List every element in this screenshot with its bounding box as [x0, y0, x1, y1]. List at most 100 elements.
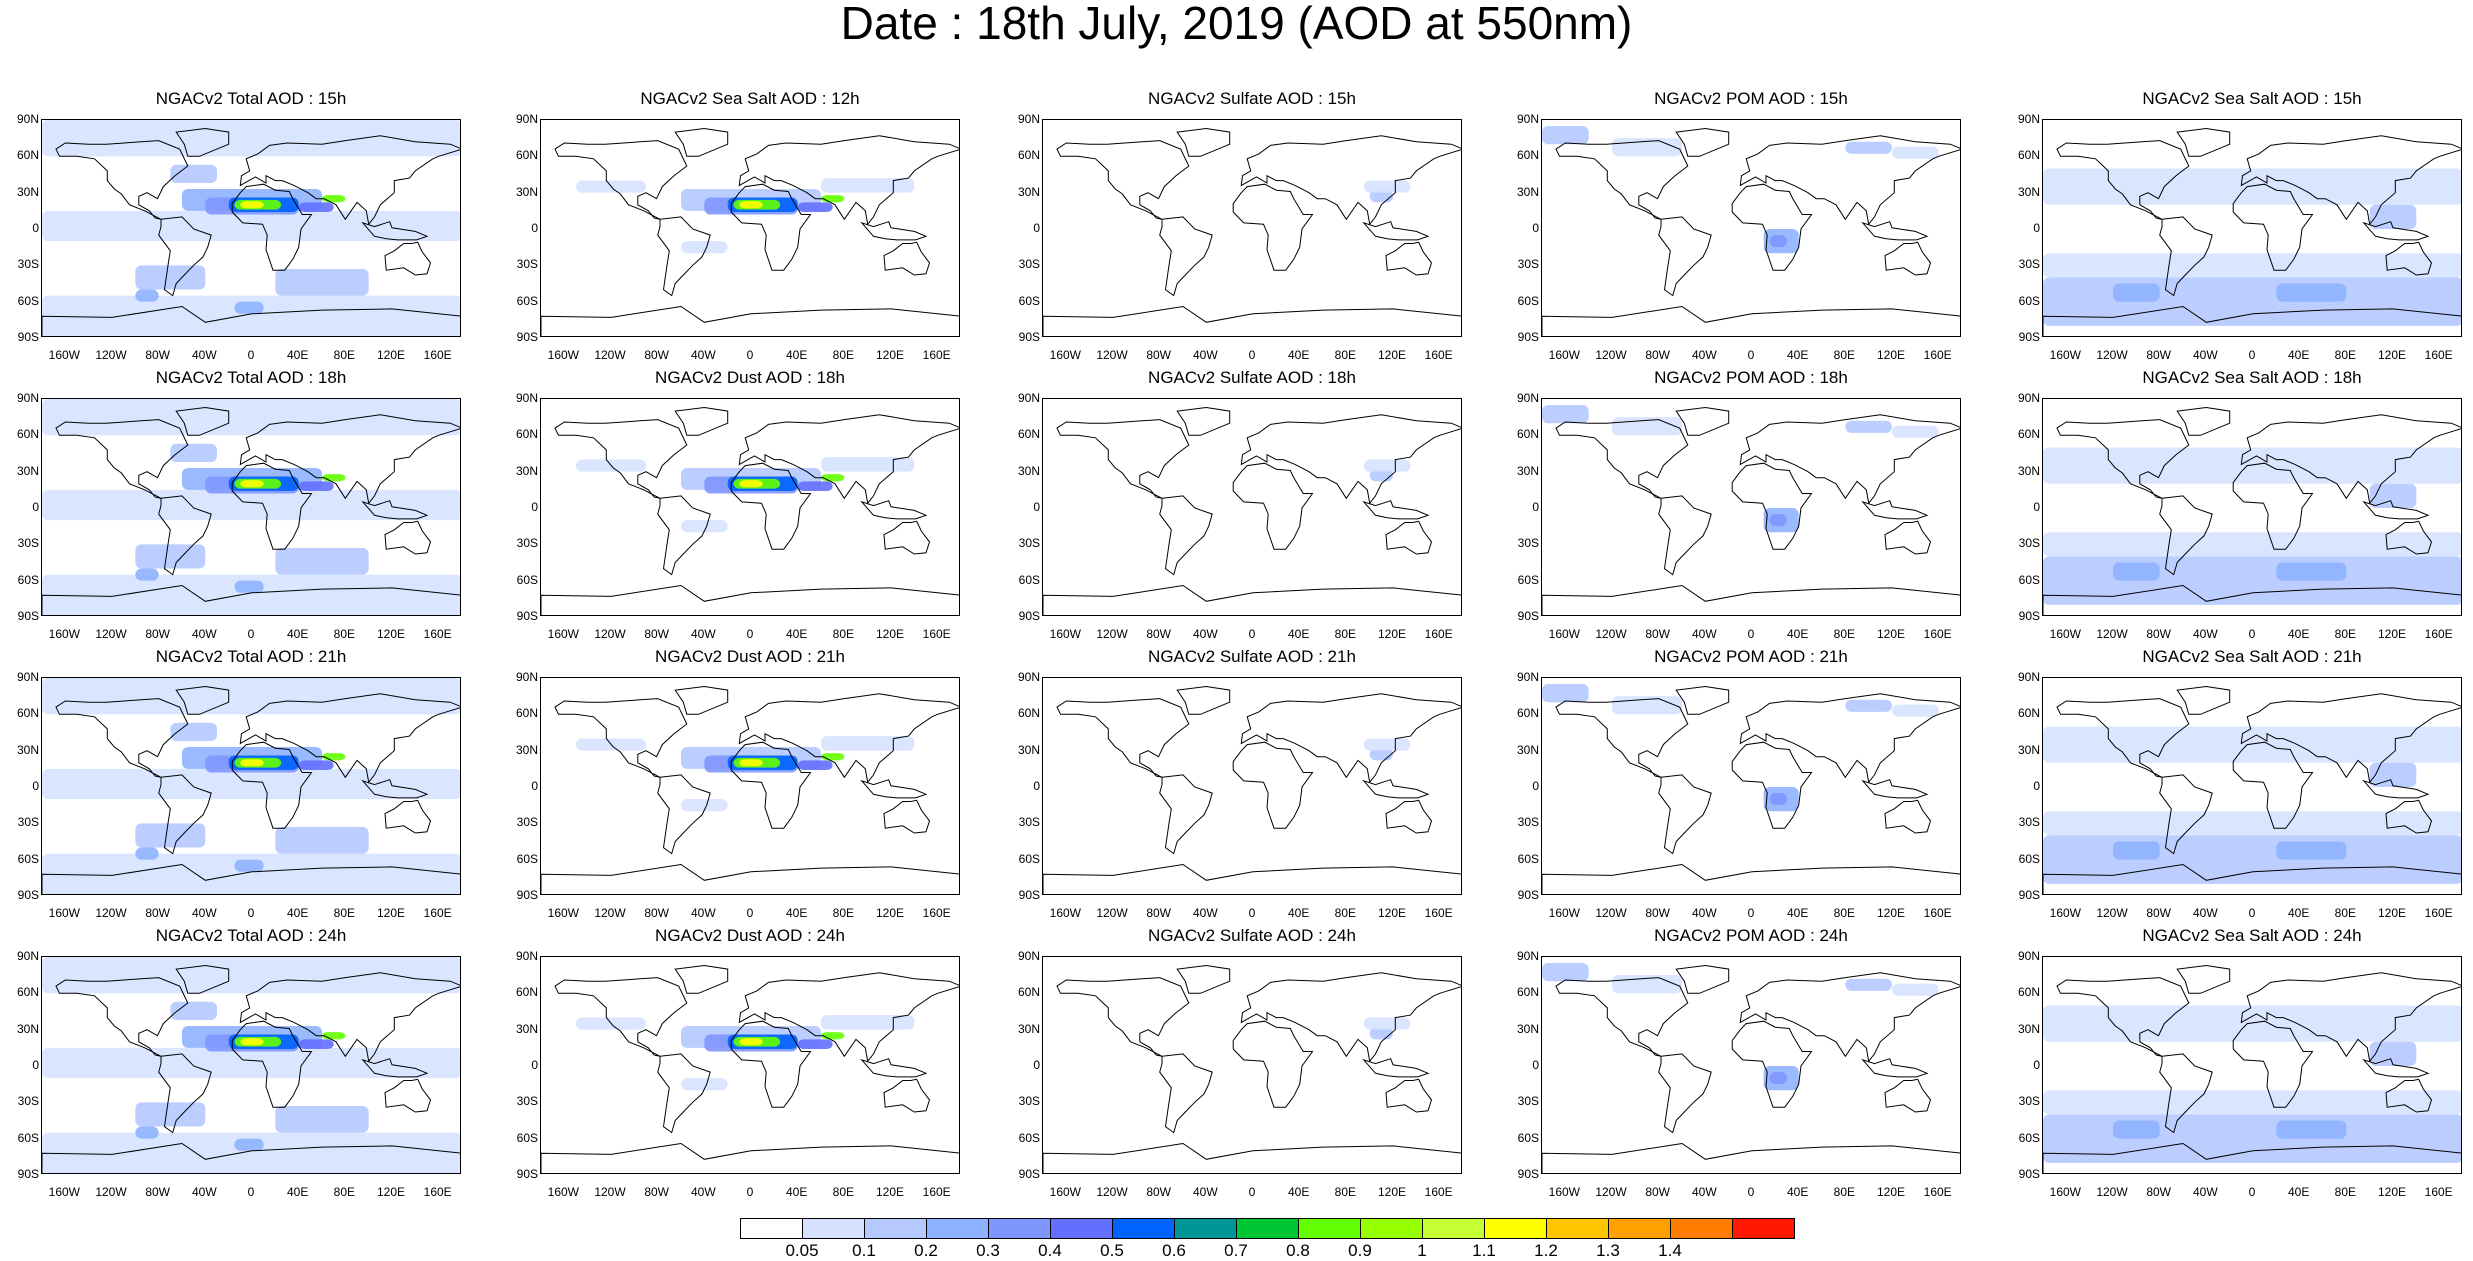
lat-tick-label: 90S: [1517, 888, 1539, 902]
coastline: [2232, 741, 2314, 829]
lon-tick-label: 80W: [145, 627, 170, 641]
lat-tick-label: 30N: [1017, 742, 1040, 757]
aod-field: [322, 474, 346, 482]
aod-field: [821, 1032, 845, 1040]
aod-field: [681, 520, 728, 533]
lon-tick-label: 80E: [1334, 906, 1356, 920]
lon-tick-label: 120E: [1377, 1185, 1407, 1199]
lon-tick-label: 120W: [2096, 1185, 2128, 1199]
lon-tick-label: 160E: [1923, 348, 1952, 362]
lon-tick-label: 80E: [333, 627, 355, 641]
panel-title: NGACv2 Sea Salt AOD : 12h: [640, 89, 860, 108]
aod-field: [2113, 841, 2160, 860]
lon-tick-label: 160W: [48, 627, 80, 641]
lat-tick-label: 60N: [16, 706, 39, 721]
lon-tick-label: 80E: [333, 348, 355, 362]
lat-tick-label: 60S: [1517, 293, 1539, 308]
colorbar-segment: [1236, 1218, 1299, 1239]
lon-tick-label: 160W: [2049, 1185, 2081, 1199]
panel-title: NGACv2 Dust AOD : 24h: [655, 926, 845, 945]
coastline: [175, 964, 230, 994]
map-panel: NGACv2 Total AOD : 21h 90N 60N 30N 0 30S 60S 90…: [17, 647, 461, 919]
lon-tick-label: 80E: [2334, 627, 2356, 641]
coastline: [1731, 462, 1813, 550]
colorbar-segment: [926, 1218, 989, 1239]
lon-tick-label: 0: [2248, 348, 2256, 362]
map-panel: NGACv2 Dust AOD : 18h 90N 60N 30N 0 30S 60S 90S…: [516, 368, 960, 640]
aod-field: [821, 1015, 915, 1030]
lon-tick-label: 120W: [1096, 348, 1128, 362]
map-canvas: [42, 957, 460, 1173]
map-plot: [540, 398, 960, 616]
map-panel: NGACv2 Sea Salt AOD : 15h 90N 60N 30N 0 30S 60…: [2018, 89, 2462, 361]
aod-field: [322, 195, 346, 203]
aod-field: [681, 799, 728, 812]
coastline: [1555, 140, 1689, 220]
map-panel: NGACv2 Sea Salt AOD : 18h 90N 60N 30N 0 30S 60…: [2018, 368, 2462, 640]
lon-tick-label: 120W: [2096, 906, 2128, 920]
map-plot: [540, 677, 960, 895]
coastline: [1861, 1058, 1929, 1078]
lat-tick-label: 60N: [1017, 985, 1040, 1000]
aod-field: [234, 301, 264, 314]
lat-tick-label: 90S: [1018, 609, 1040, 623]
aod-field: [739, 759, 763, 767]
lat-tick-label: 30N: [1516, 184, 1539, 199]
aod-field: [42, 574, 460, 615]
lat-tick-label: 30N: [1017, 463, 1040, 478]
lat-tick-label: 60N: [1516, 706, 1539, 721]
lon-tick-label: 160W: [2049, 627, 2081, 641]
lon-tick-label: 120E: [2377, 627, 2407, 641]
lon-tick-label: 0: [1248, 1185, 1256, 1199]
lon-tick-label: 160E: [1424, 906, 1453, 920]
coastline: [657, 216, 711, 297]
aod-field: [1542, 126, 1589, 145]
coastline: [1385, 799, 1433, 834]
coastline: [1675, 685, 1730, 715]
map-plot: [1541, 398, 1961, 616]
coastline: [1739, 414, 1960, 505]
lat-tick-label: 60N: [1017, 148, 1040, 163]
colorbar-label: 1.4: [1658, 1241, 1682, 1260]
coastline: [2362, 221, 2430, 241]
aod-field: [2276, 1120, 2347, 1139]
aod-field: [322, 753, 346, 761]
lon-tick-label: 40E: [1786, 627, 1809, 641]
lon-tick-label: 40W: [1691, 1185, 1717, 1199]
coastline: [1884, 520, 1932, 555]
coastline: [1159, 216, 1213, 297]
coastline: [42, 1142, 460, 1173]
map-canvas: [541, 685, 959, 894]
aod-field: [1769, 235, 1787, 248]
coastline: [1884, 799, 1932, 834]
lon-tick-label: 160W: [1548, 627, 1580, 641]
coastline: [231, 462, 313, 550]
map-canvas: [1043, 964, 1461, 1173]
aod-field: [135, 568, 159, 581]
aod-field: [681, 241, 728, 254]
aod-field: [2043, 726, 2461, 763]
lat-tick-label: 30S: [1517, 1094, 1539, 1109]
coastline: [1240, 972, 1461, 1063]
map-canvas: [1542, 405, 1960, 615]
coastline: [674, 964, 729, 994]
lat-tick-label: 90N: [1516, 391, 1539, 405]
aod-field: [42, 853, 460, 894]
coastline: [1043, 305, 1461, 336]
coastline: [883, 799, 931, 834]
coastline: [860, 221, 928, 241]
lat-tick-label: 90S: [1517, 609, 1539, 623]
coastline: [239, 693, 460, 784]
lon-tick-label: 80W: [1146, 906, 1171, 920]
lon-tick-label: 160W: [2049, 348, 2081, 362]
coastline: [1658, 1053, 1712, 1134]
lon-tick-label: 40W: [1691, 906, 1717, 920]
colorbar-label: 0.2: [914, 1241, 938, 1260]
panel-title: NGACv2 Total AOD : 18h: [155, 368, 347, 387]
coastline: [1385, 241, 1433, 276]
aod-field: [42, 957, 460, 994]
map-panel: NGACv2 Sulfate AOD : 15h 90N 60N 30N 0 30S 60S…: [1018, 89, 1462, 361]
lat-tick-label: 90S: [17, 888, 39, 902]
coastline: [1658, 216, 1712, 297]
map-plot: [2042, 119, 2462, 337]
